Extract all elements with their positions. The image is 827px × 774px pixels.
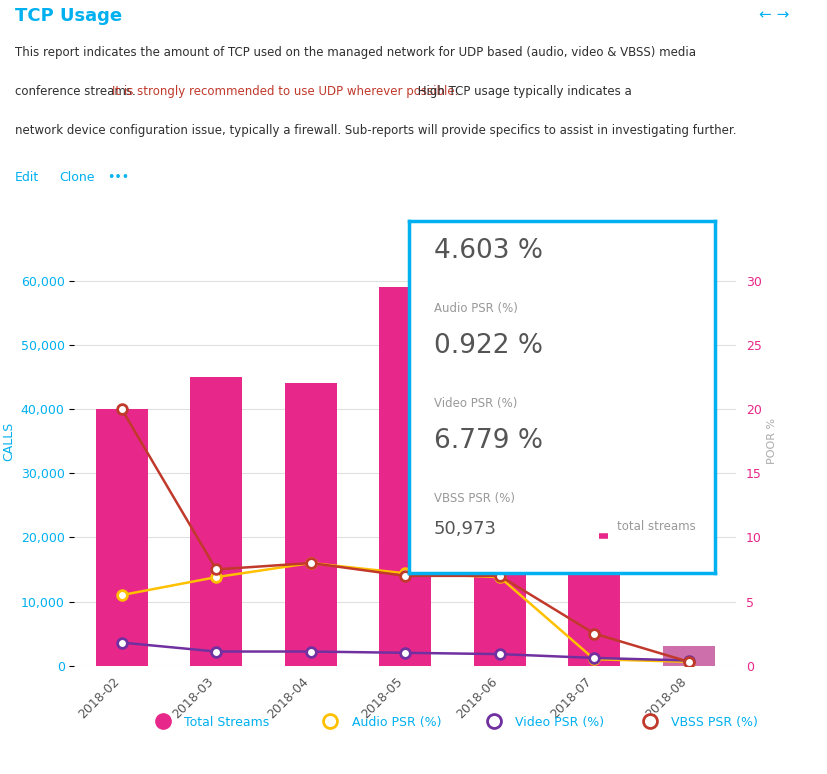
Bar	[568, 313, 620, 666]
Text: conference streams.: conference streams.	[15, 85, 140, 98]
Text: Video PSR (%): Video PSR (%)	[515, 716, 605, 729]
Bar	[662, 646, 715, 666]
Text: High TCP usage typically indicates a: High TCP usage typically indicates a	[414, 85, 632, 98]
Bar	[380, 287, 431, 666]
Y-axis label: POOR %: POOR %	[767, 418, 777, 464]
Text: Audio PSR (%): Audio PSR (%)	[434, 302, 518, 314]
Text: This report indicates the amount of TCP used on the managed network for UDP base: This report indicates the amount of TCP …	[15, 46, 696, 60]
Bar	[190, 377, 242, 666]
Text: •••: •••	[108, 171, 130, 184]
Text: VBSS PSR (%): VBSS PSR (%)	[434, 491, 515, 505]
Text: ← →: ← →	[759, 8, 790, 22]
Bar	[284, 383, 337, 666]
Text: It is strongly recommended to use UDP wherever possible.: It is strongly recommended to use UDP wh…	[112, 85, 459, 98]
Text: VBSS PSR (%): VBSS PSR (%)	[672, 716, 758, 729]
Bar	[96, 409, 148, 666]
Text: 50,973: 50,973	[434, 520, 497, 538]
Text: 0.922 %: 0.922 %	[434, 334, 543, 359]
Bar	[474, 338, 526, 666]
Text: Edit: Edit	[15, 171, 39, 184]
Text: total streams: total streams	[618, 520, 696, 533]
Y-axis label: CALLS: CALLS	[2, 422, 15, 461]
Text: TCP Usage: TCP Usage	[15, 8, 122, 26]
Text: Audio PSR (%): Audio PSR (%)	[351, 716, 442, 729]
Text: Clone: Clone	[60, 171, 95, 184]
Text: 4.603 %: 4.603 %	[434, 238, 543, 264]
Text: 6.779 %: 6.779 %	[434, 428, 543, 454]
Text: Total Streams: Total Streams	[184, 716, 270, 729]
Text: Video PSR (%): Video PSR (%)	[434, 396, 517, 409]
Text: network device configuration issue, typically a firewall. Sub-reports will provi: network device configuration issue, typi…	[15, 125, 736, 138]
